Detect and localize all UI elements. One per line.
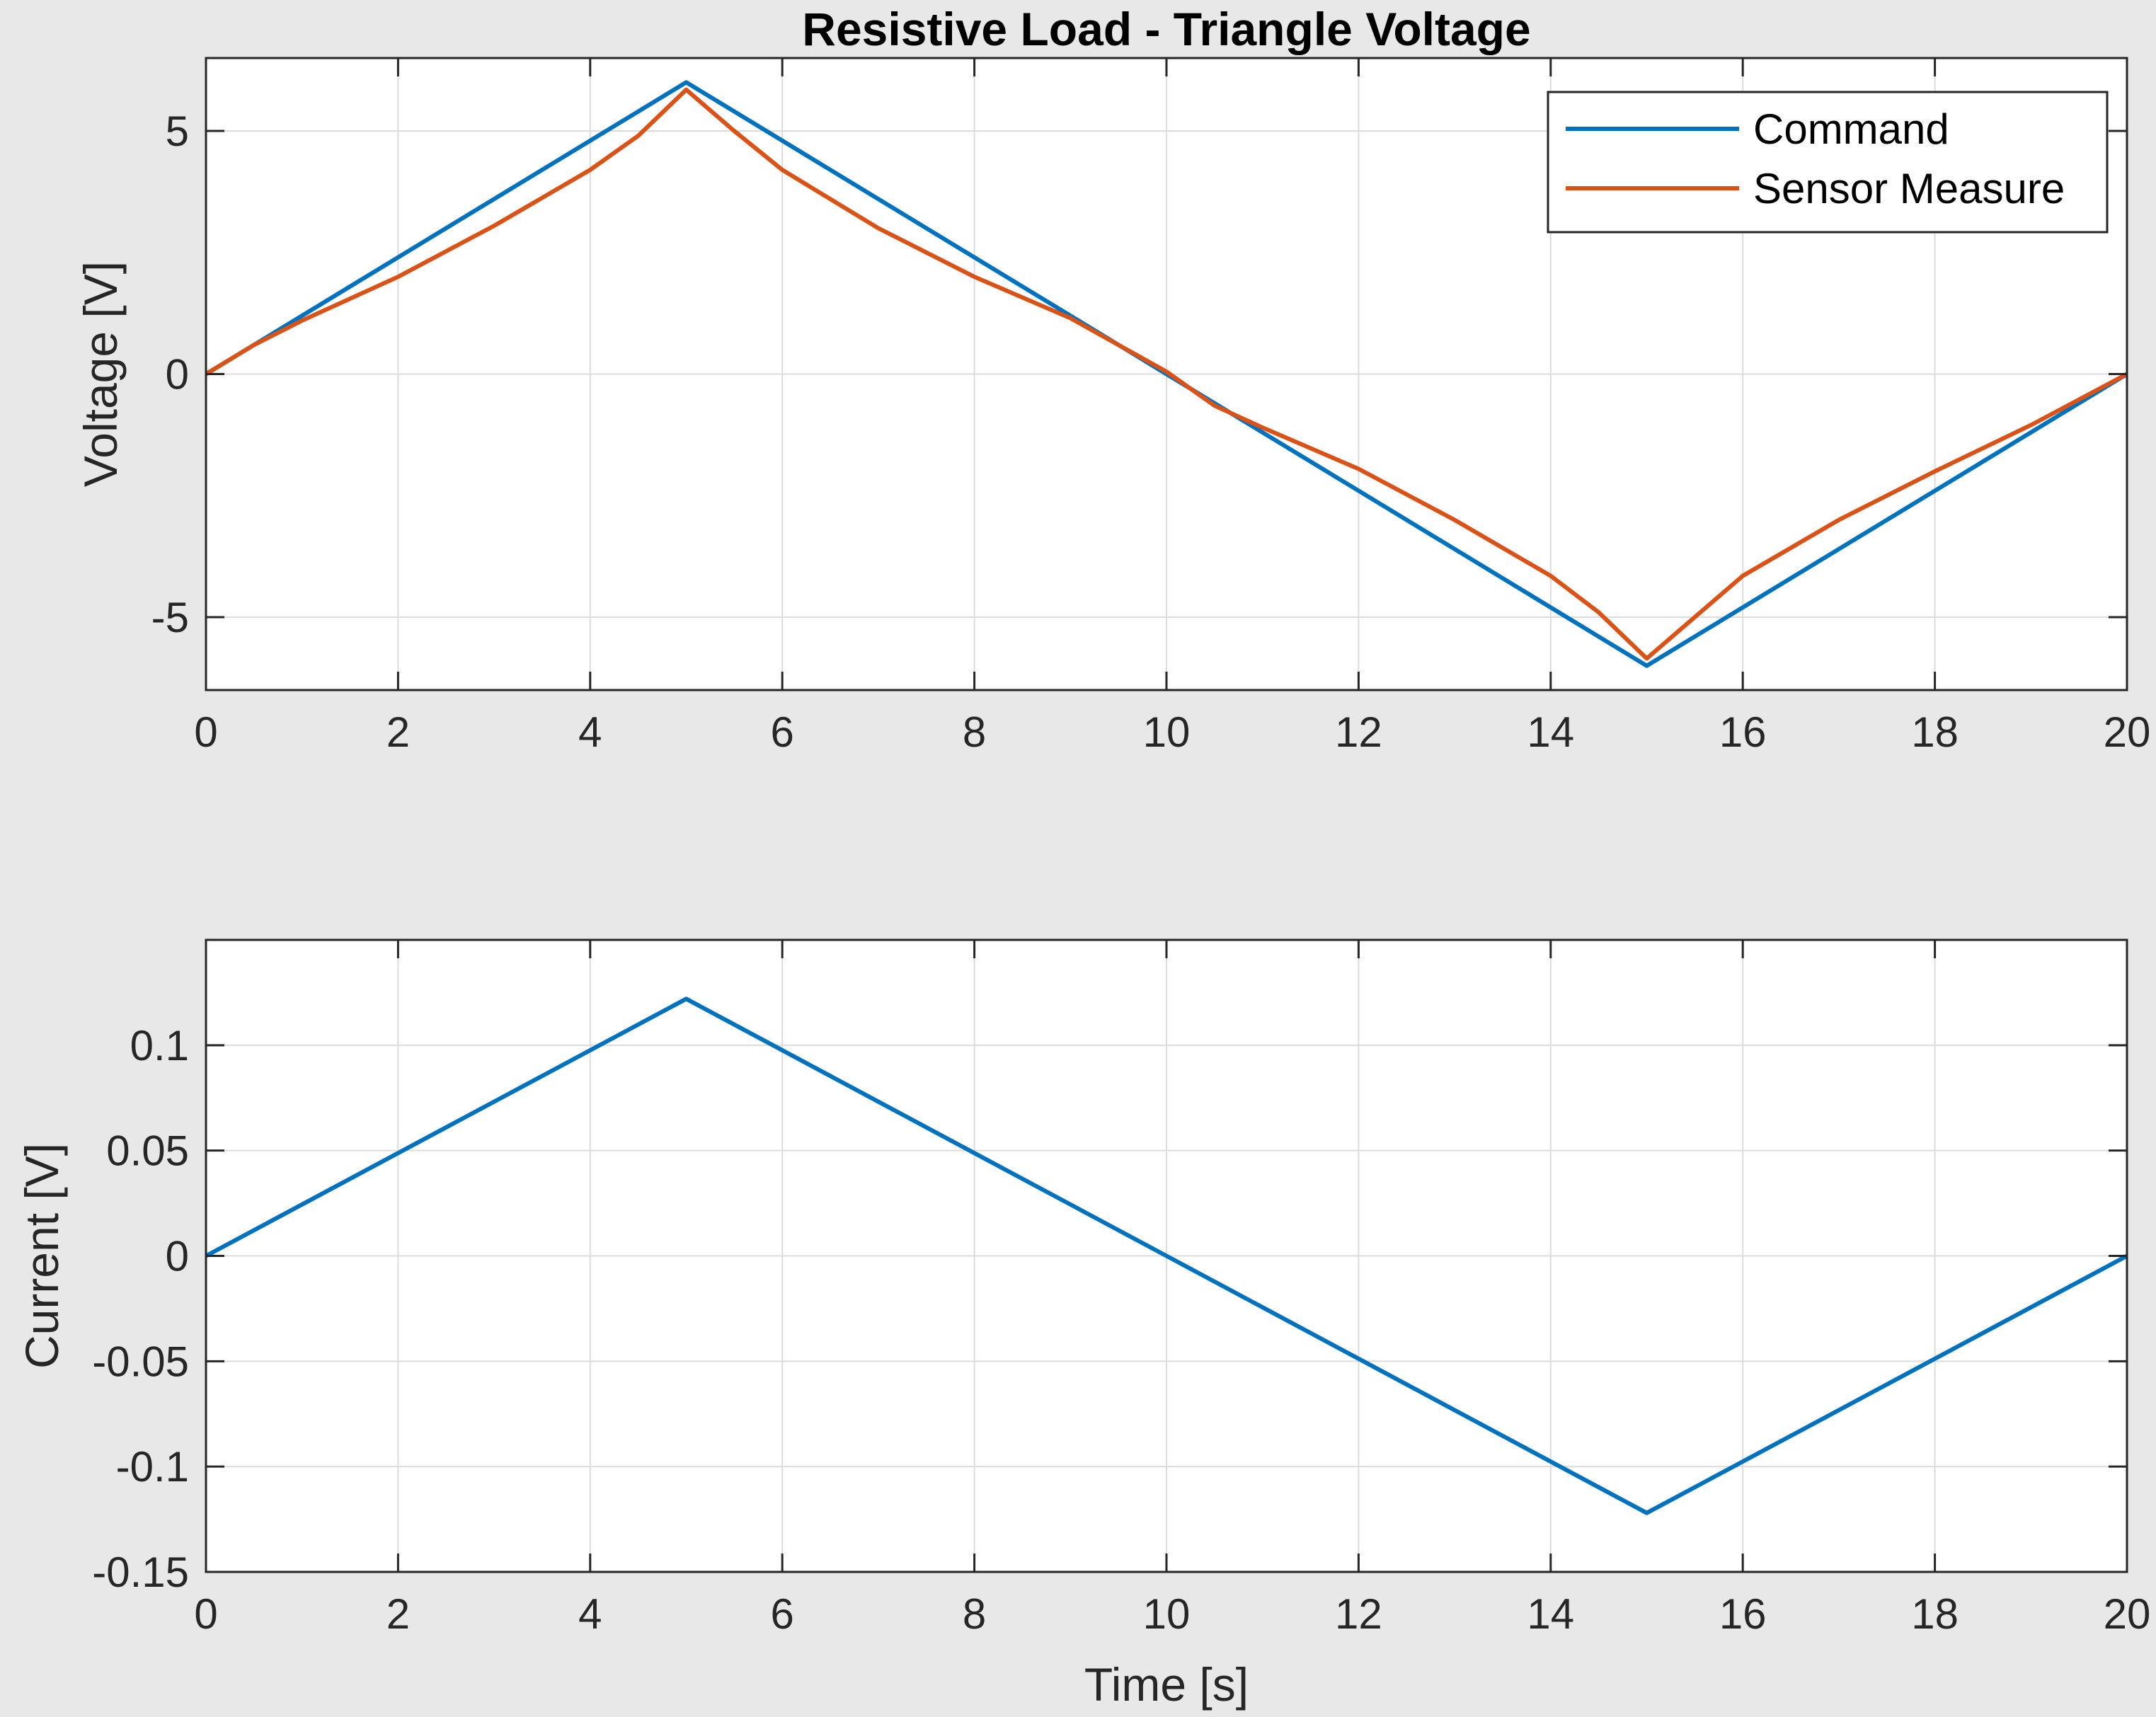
legend: Command Sensor Measure [1547,91,2109,234]
y-tick-label: 0 [166,1233,189,1280]
y-tick-label: 0.1 [130,1022,189,1069]
y-tick-label: 5 [166,108,189,155]
y-tick-label: -0.05 [92,1338,189,1385]
x-tick-label: 6 [771,708,794,756]
y-tick-label: 0 [166,351,189,398]
x-tick-label: 12 [1335,708,1382,756]
x-tick-label: 12 [1335,1590,1382,1638]
x-tick-label: 14 [1527,1590,1574,1638]
y-axis-label: Current [V] [16,1143,68,1369]
y-tick-label: -0.1 [116,1443,189,1491]
x-tick-label: 6 [771,1590,794,1638]
legend-box [1547,91,2109,234]
x-tick-label: 8 [963,1590,986,1638]
x-tick-label: 4 [578,1590,602,1638]
legend-entry-label: Sensor Measure [1753,165,2065,212]
legend-entry-label: Command [1753,105,1949,153]
x-tick-label: 16 [1719,1590,1767,1638]
y-tick-label: -0.15 [92,1549,189,1596]
x-tick-label: 10 [1143,708,1191,756]
x-tick-label: 2 [386,708,410,756]
chart-title: Resistive Load - Triangle Voltage [802,3,1530,55]
x-axis-label: Time [s] [1084,1658,1249,1711]
x-tick-label: 0 [194,1590,217,1638]
x-tick-label: 18 [1911,1590,1959,1638]
y-tick-label: -5 [151,594,189,641]
x-tick-label: 16 [1719,708,1767,756]
current-subplot: 0 2 4 6 8 10 12 14 16 18 20 -0.15 -0.1 -0.05 0 0.05 0.1 C… [16,938,2151,1711]
x-tick-label: 0 [194,708,217,756]
x-tick-label: 8 [963,708,986,756]
x-tick-label: 2 [386,1590,410,1638]
y-tick-label: 0.05 [106,1127,189,1175]
voltage-subplot: 0 2 4 6 8 10 12 14 16 18 20 -5 0 5 Voltage [V] Resistiv… [74,3,2150,756]
x-tick-label: 10 [1143,1590,1191,1638]
x-tick-label: 20 [2104,1590,2151,1638]
x-tick-label: 4 [578,708,602,756]
y-axis-label: Voltage [V] [74,261,127,487]
series-line-sensor-measure [205,87,2128,661]
x-tick-label: 14 [1527,708,1574,756]
series-line-0 [205,997,2128,1515]
x-tick-label: 20 [2104,708,2151,756]
x-tick-label: 18 [1911,708,1959,756]
